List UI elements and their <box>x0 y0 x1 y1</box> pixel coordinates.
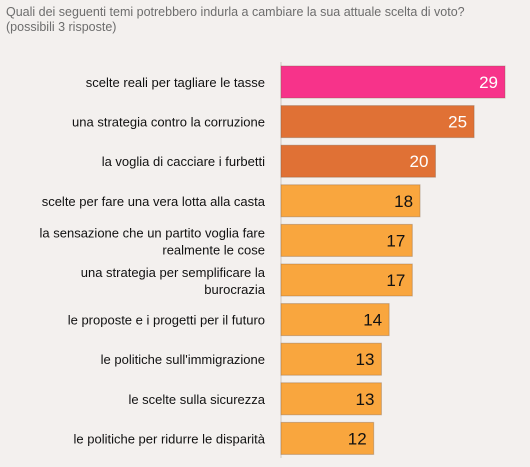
chart-title: Quali dei seguenti temi potrebbero indur… <box>6 5 465 34</box>
bar-group: 18 scelte per fare una vera lotta alla ca… <box>42 184 421 218</box>
bar-group: 13 le scelte sulla sicurezza <box>128 382 382 416</box>
bar-value-label: 25 <box>448 113 467 132</box>
bar-group: 20 la voglia di cacciare i furbetti <box>102 144 436 178</box>
bar-value-label: 17 <box>386 271 405 290</box>
bar <box>280 263 413 297</box>
category-label: scelte reali per tagliare le tasse <box>86 75 265 90</box>
bar-group: 17 una strategia per semplificare la buroc… <box>81 263 413 297</box>
bar-value-label: 20 <box>410 152 429 171</box>
category-label: scelte per fare una vera lotta alla cast… <box>42 194 266 209</box>
bar-value-label: 18 <box>394 192 413 211</box>
bar-group: 13 le politiche sull'immigrazione <box>101 342 382 376</box>
bar <box>280 144 436 178</box>
category-label: le politiche per ridurre le disparità <box>74 431 266 446</box>
bar-value-label: 14 <box>363 311 382 330</box>
bar <box>280 65 506 99</box>
category-label: le proposte e i progetti per il futuro <box>68 313 265 328</box>
bar-value-label: 13 <box>355 390 374 409</box>
category-label: la sensazione che un partito voglia fare… <box>40 225 265 257</box>
category-label: una strategia per semplificare la burocra… <box>81 265 266 297</box>
bar-group: 14 le proposte e i progetti per il futuro <box>68 303 390 337</box>
bar <box>280 382 382 416</box>
category-label: le politiche sull'immigrazione <box>101 352 265 367</box>
bar-value-label: 12 <box>348 429 367 448</box>
bar <box>280 184 421 218</box>
bar <box>280 105 475 139</box>
bar-group: 25 una strategia contro la corruzione <box>72 105 475 139</box>
bar <box>280 421 375 455</box>
bar-group: 17 la sensazione che un partito voglia fa… <box>40 223 413 257</box>
category-label: la voglia di cacciare i furbetti <box>102 154 265 169</box>
category-label: le scelte sulla sicurezza <box>128 392 265 407</box>
bar <box>280 223 413 257</box>
bar-group: 29 scelte reali per tagliare le tasse <box>86 65 506 99</box>
category-label: una strategia contro la corruzione <box>72 115 265 130</box>
bar-value-label: 29 <box>479 73 498 92</box>
bar-value-label: 17 <box>386 231 405 250</box>
bar-group: 12 le politiche per ridurre le disparità <box>74 421 375 455</box>
bar-value-label: 13 <box>355 350 374 369</box>
bar <box>280 342 382 376</box>
bar <box>280 303 390 337</box>
